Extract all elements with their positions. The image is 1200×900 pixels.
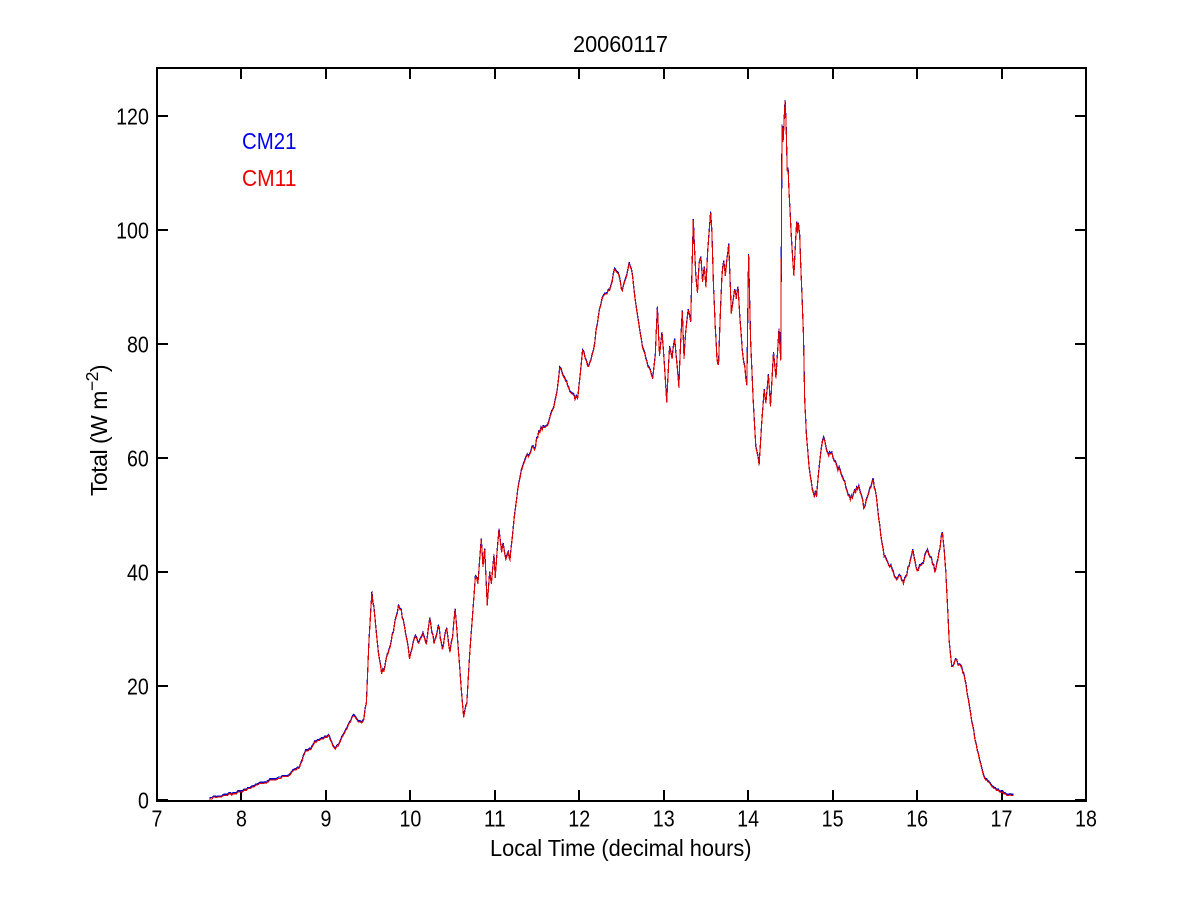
svg-text:80: 80 <box>127 332 149 358</box>
svg-text:16: 16 <box>906 805 928 831</box>
svg-text:40: 40 <box>127 560 149 586</box>
svg-text:7: 7 <box>152 805 163 831</box>
svg-text:13: 13 <box>653 805 675 831</box>
svg-text:Local Time (decimal hours): Local Time (decimal hours) <box>490 835 752 861</box>
svg-text:100: 100 <box>116 218 149 244</box>
svg-text:15: 15 <box>822 805 844 831</box>
svg-text:60: 60 <box>127 446 149 472</box>
svg-text:14: 14 <box>737 805 759 831</box>
svg-text:17: 17 <box>991 805 1013 831</box>
svg-text:120: 120 <box>116 104 149 130</box>
svg-text:18: 18 <box>1075 805 1097 831</box>
svg-text:CM21: CM21 <box>242 128 297 154</box>
svg-text:11: 11 <box>484 805 506 831</box>
svg-text:0: 0 <box>138 788 149 814</box>
svg-text:12: 12 <box>568 805 590 831</box>
svg-text:9: 9 <box>320 805 331 831</box>
svg-text:20: 20 <box>127 674 149 700</box>
svg-text:8: 8 <box>236 805 247 831</box>
svg-text:20060117: 20060117 <box>573 31 668 57</box>
svg-text:10: 10 <box>399 805 421 831</box>
svg-text:CM11: CM11 <box>242 165 297 191</box>
